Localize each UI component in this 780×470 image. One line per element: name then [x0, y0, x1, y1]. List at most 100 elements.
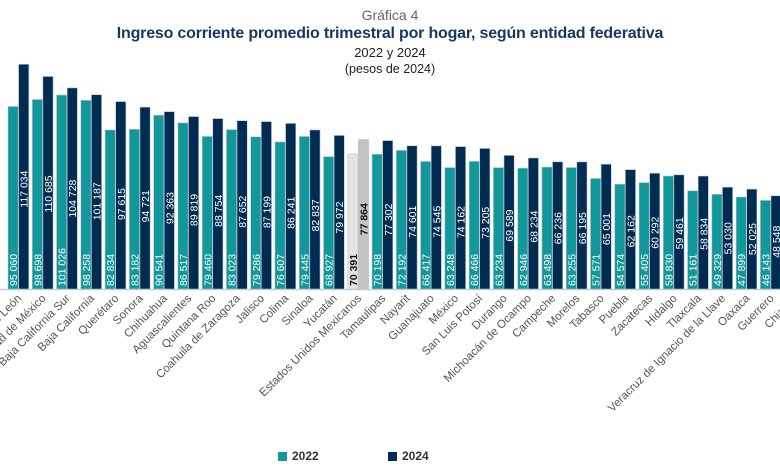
data-label-2022: 47 899: [736, 254, 748, 286]
bar-2024: [188, 116, 199, 290]
bar-2024: [625, 169, 636, 290]
bar-2024: [66, 87, 78, 290]
data-label-2022: 101 026: [57, 248, 69, 286]
data-label-2022: 72 192: [396, 254, 408, 286]
data-label-2024: 92 363: [164, 192, 176, 224]
bar-2022: [177, 122, 189, 290]
data-label-2024: 66 236: [553, 212, 565, 244]
bar-2022: [153, 114, 165, 290]
bar-2022: [323, 156, 335, 290]
data-label-2024: 97 615: [116, 188, 128, 220]
legend-label-2022: 2022: [292, 449, 319, 463]
data-label-2022: 63 498: [542, 254, 554, 286]
bar-2024: [673, 174, 685, 290]
data-label-2024: 69 589: [504, 209, 516, 241]
data-label-2024: 101 187: [92, 182, 104, 220]
data-label-2024: 104 728: [67, 179, 79, 217]
data-label-2022: 68 927: [324, 254, 336, 286]
bar-2024: [722, 186, 733, 290]
data-label-2022: 63 248: [445, 254, 457, 286]
data-label-2024: 110 685: [43, 175, 55, 212]
bar-2022: [129, 128, 140, 290]
data-label-2022: 79 286: [251, 254, 263, 286]
bar-2022: [517, 167, 529, 290]
data-label-2024: 82 837: [310, 199, 322, 231]
data-label-2022: 55 405: [639, 254, 651, 286]
data-label-2024: 79 972: [334, 201, 346, 233]
bar-2024: [382, 140, 394, 290]
data-label-2024: 53 030: [723, 222, 735, 254]
data-label-2024: 59 461: [674, 217, 686, 249]
bar-2024: [115, 101, 127, 290]
chart-units: (pesos de 2024): [344, 62, 436, 76]
bar-2022: [347, 153, 359, 290]
chart-title: Ingreso corriente promedio trimestral po…: [116, 25, 664, 42]
bar-2024: [309, 129, 321, 290]
bar-2024: [479, 148, 491, 290]
bar-2024: [212, 118, 224, 290]
data-label-2022: 82 834: [105, 254, 117, 286]
bar-2024: [746, 188, 758, 290]
bar-2022: [590, 178, 601, 290]
data-label-2024: 66 195: [577, 212, 589, 244]
data-label-2022: 49 329: [712, 254, 724, 286]
data-label-2022: 46 143: [760, 254, 772, 286]
bar-2022: [274, 141, 286, 290]
data-label-2024: 65 001: [601, 213, 613, 245]
bar-2024: [455, 146, 466, 290]
data-label-2022: 51 161: [688, 254, 700, 286]
bar-2024: [333, 135, 345, 290]
bar-2024: [91, 94, 102, 290]
bar-2024: [42, 76, 54, 290]
data-label-2022: 98 698: [32, 254, 44, 286]
data-label-2022: 63 255: [566, 254, 578, 286]
data-label-2022: 79 445: [299, 254, 311, 286]
data-label-2024: 48 548: [771, 226, 780, 258]
bar-2022: [541, 166, 553, 290]
bar-2024: [406, 145, 418, 290]
data-label-2024: 62 162: [625, 215, 637, 247]
bar-2022: [638, 182, 650, 290]
bar-2024: [552, 161, 564, 290]
data-label-2024: 73 205: [480, 207, 492, 239]
data-label-2024: 60 292: [650, 216, 662, 248]
data-label-2024: 74 545: [431, 206, 443, 238]
data-label-2022: 95 060: [8, 254, 20, 286]
data-label-2024: 77 302: [383, 203, 395, 235]
bar-2022: [420, 161, 432, 290]
data-label-2022: 63 234: [494, 254, 506, 286]
bar-2022: [396, 150, 407, 290]
data-label-2022: 90 541: [154, 254, 166, 286]
data-label-2024: 89 819: [189, 194, 201, 226]
bar-2022: [662, 175, 674, 290]
bar-2024: [527, 157, 539, 290]
legend-item-2022: 2022: [278, 449, 319, 463]
bar-2022: [565, 167, 577, 290]
bar-2024: [163, 111, 175, 290]
chart-kicker: Gráfica 4: [361, 7, 419, 23]
data-label-2022: 70 198: [372, 254, 384, 286]
data-label-2022: 86 517: [178, 254, 190, 286]
legend-label-2024: 2024: [402, 449, 429, 463]
data-label-2024: 88 754: [213, 195, 225, 227]
bar-2022: [104, 129, 116, 290]
bar-2024: [503, 155, 515, 290]
bar-2022: [80, 100, 92, 290]
bar-2022: [31, 99, 43, 290]
bar-2024: [649, 172, 661, 290]
data-label-2022: 83 023: [227, 254, 239, 286]
bar-2022: [226, 129, 237, 290]
bar-2024: [139, 106, 151, 290]
bar-2022: [687, 190, 699, 290]
data-label-2024: 86 241: [286, 197, 298, 229]
data-label-2022: 83 182: [129, 254, 141, 286]
data-label-2022: 79 460: [202, 254, 214, 286]
data-label-2022: 58 830: [663, 254, 675, 286]
bar-2024: [430, 145, 442, 290]
data-label-2022: 98 258: [81, 254, 93, 286]
bar-2024: [770, 195, 780, 290]
bar-2024: [600, 163, 612, 290]
bar-2024: [697, 175, 709, 290]
data-label-2024: 68 234: [528, 210, 540, 242]
bar-2022: [735, 196, 747, 290]
